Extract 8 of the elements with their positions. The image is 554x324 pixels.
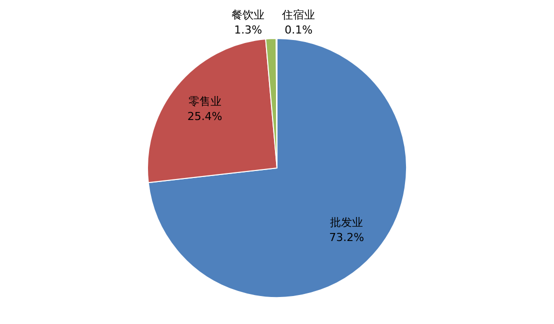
data-label: 73.2% <box>329 230 364 244</box>
slice-label: 餐饮业 <box>232 8 265 22</box>
data-label: 25.4% <box>187 110 222 123</box>
data-label: 1.3% <box>234 24 262 37</box>
slice-label: 批发业 <box>330 216 364 229</box>
slice-label: 住宿业 <box>282 8 316 22</box>
slice-label: 零售业 <box>188 94 222 108</box>
data-label: 0.1% <box>284 23 313 36</box>
